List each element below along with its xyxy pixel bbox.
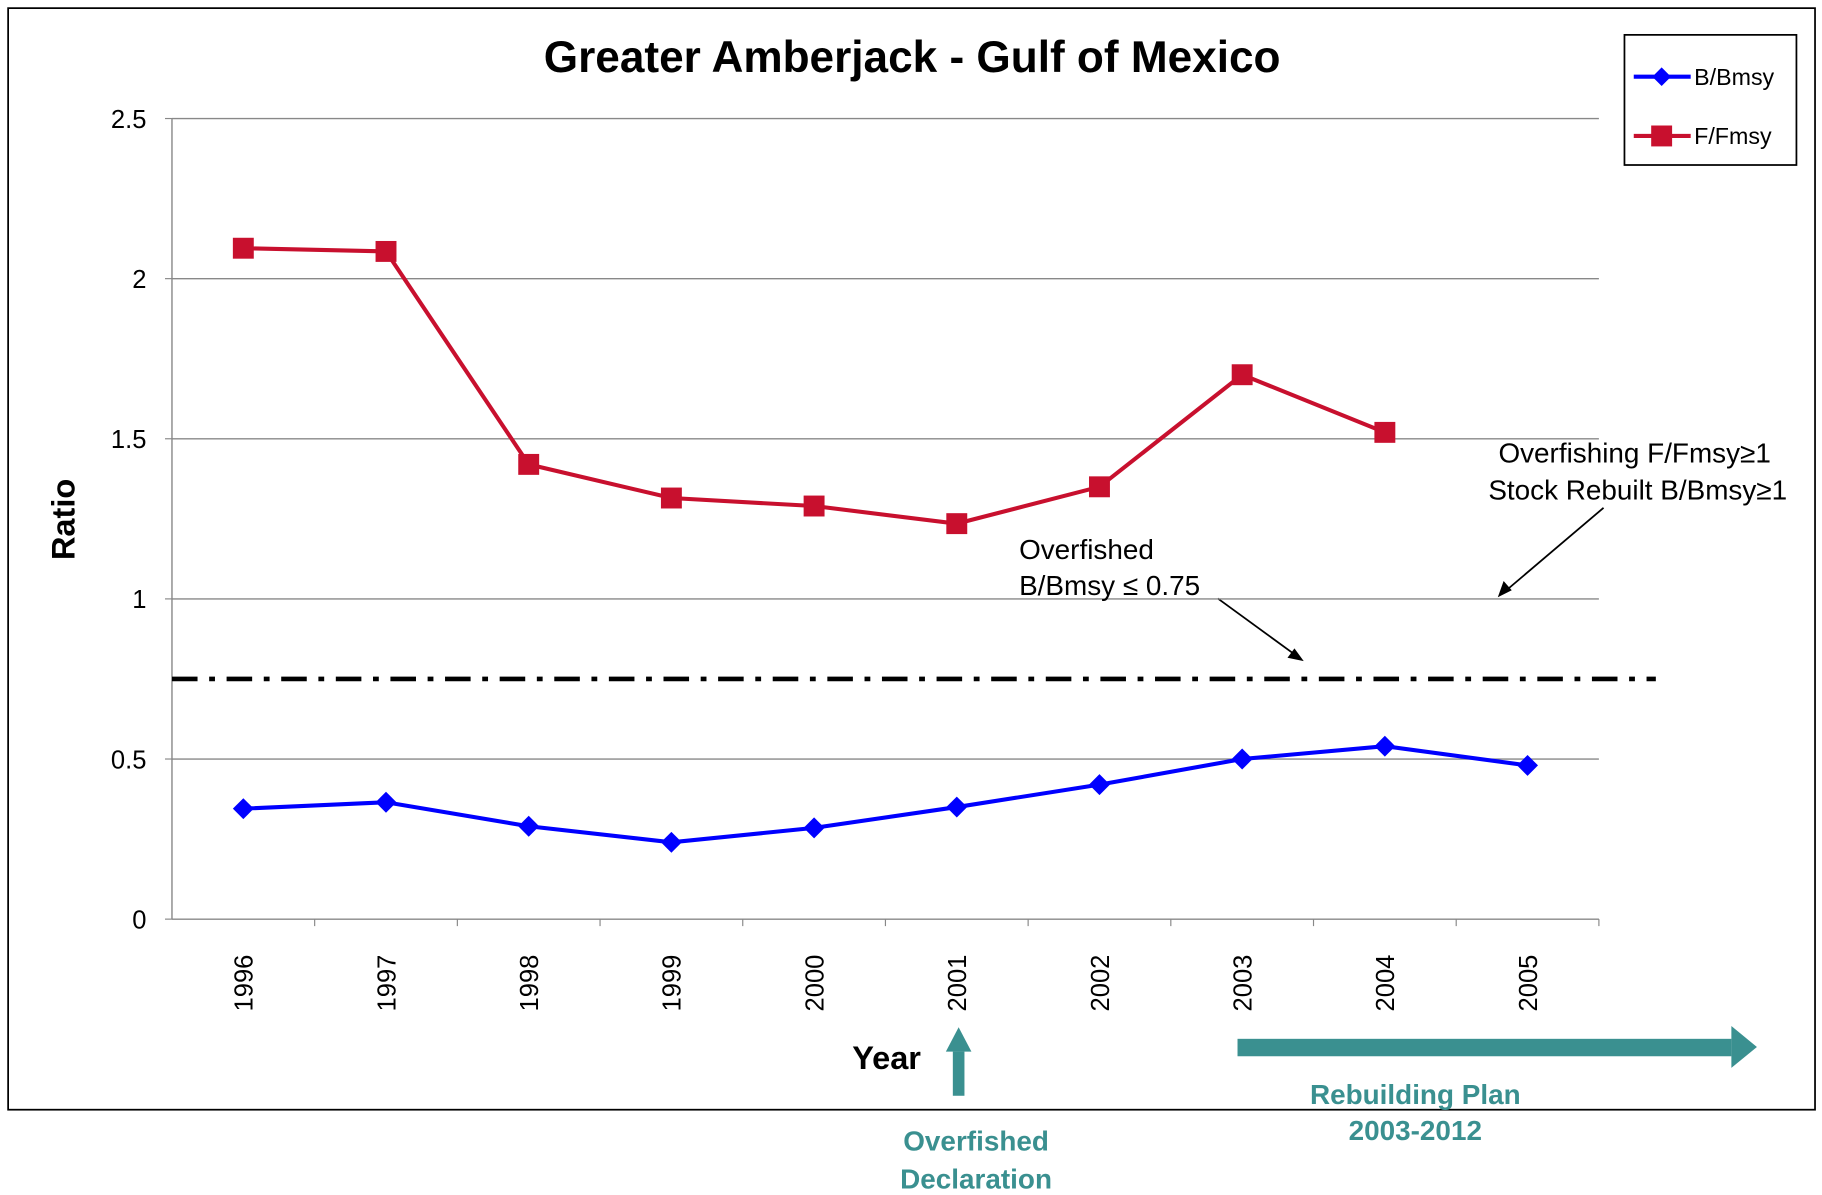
marker <box>1231 364 1253 386</box>
x-tick-label: 2000 <box>801 955 829 1012</box>
marker <box>1517 754 1539 776</box>
legend-marker <box>1652 67 1671 86</box>
legend-label: B/Bmsy <box>1694 64 1774 90</box>
annotation: Overfished <box>1019 534 1154 565</box>
marker <box>232 798 254 820</box>
annotation-arrow <box>1217 597 1300 659</box>
annotation: Stock Rebuilt B/Bmsy≥1 <box>1488 475 1787 506</box>
marker <box>375 240 397 262</box>
x-tick-label: 1997 <box>373 955 401 1012</box>
x-axis-label: Year <box>852 1040 921 1076</box>
y-axis-label: Ratio <box>45 479 81 560</box>
x-tick-label: 1996 <box>231 955 259 1012</box>
marker <box>1089 774 1110 796</box>
legend-label: F/Fmsy <box>1694 123 1772 149</box>
annotation: B/Bmsy ≤ 0.75 <box>1019 570 1200 601</box>
marker <box>803 495 825 517</box>
y-tick-label: 2 <box>132 266 146 294</box>
x-tick-label: 1999 <box>659 955 687 1012</box>
annotation-arrow <box>1503 507 1605 594</box>
marker <box>946 796 968 818</box>
x-tick-label: 2005 <box>1515 955 1543 1012</box>
arrowhead <box>1287 648 1304 662</box>
marker <box>1231 748 1253 770</box>
x-tick-label: 2002 <box>1087 955 1115 1012</box>
y-tick-label: 0 <box>132 906 146 934</box>
marker <box>803 817 825 839</box>
x-tick-label: 2001 <box>944 955 972 1012</box>
chart-title: Greater Amberjack - Gulf of Mexico <box>544 33 1281 82</box>
series-line <box>243 744 1528 845</box>
y-tick-label: 1 <box>132 586 146 614</box>
arrowhead <box>1497 580 1512 598</box>
y-tick-label: 2.5 <box>111 106 147 134</box>
rebuilding-arrow <box>1237 1038 1732 1057</box>
marker <box>1374 735 1396 757</box>
legend-marker <box>1651 125 1673 147</box>
annotation: Rebuilding Plan <box>1310 1079 1521 1110</box>
marker <box>232 237 254 259</box>
x-tick-label: 1998 <box>516 955 544 1012</box>
y-tick-label: 1.5 <box>111 426 147 454</box>
marker <box>660 831 682 853</box>
marker <box>518 453 540 475</box>
annotation: Overfishing F/Fmsy≥1 <box>1498 437 1770 468</box>
arrowhead <box>1731 1026 1757 1068</box>
arrowhead <box>945 1027 972 1052</box>
annotation: Declaration <box>900 1164 1052 1195</box>
marker <box>1374 421 1396 443</box>
annotation: Overfished <box>903 1125 1049 1156</box>
chart-frame <box>7 7 1816 1111</box>
annotation: 2003-2012 <box>1349 1115 1482 1146</box>
marker <box>946 513 968 535</box>
x-tick-label: 2003 <box>1229 955 1257 1012</box>
y-tick-label: 0.5 <box>111 746 147 774</box>
marker <box>1089 476 1110 498</box>
declaration-arrow <box>952 1051 965 1096</box>
x-tick-label: 2004 <box>1372 955 1400 1012</box>
marker <box>660 487 682 509</box>
